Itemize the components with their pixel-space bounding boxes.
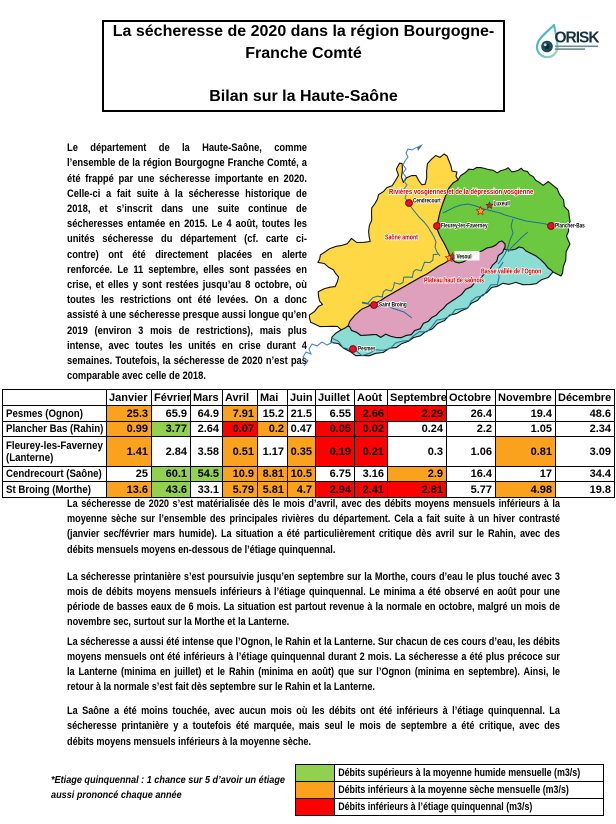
svg-text:Plateau haut de saônois: Plateau haut de saônois: [424, 277, 484, 285]
svg-text:Fleurey-les-Faverney: Fleurey-les-Faverney: [441, 223, 488, 230]
svg-text:Vesoul: Vesoul: [457, 254, 472, 261]
svg-text:Saône amont: Saône amont: [385, 234, 418, 242]
svg-text:Cendrecourt: Cendrecourt: [413, 198, 441, 205]
svg-text:Basse vallée de l’Ognon: Basse vallée de l’Ognon: [481, 268, 541, 276]
svg-text:Pesmes: Pesmes: [358, 346, 376, 353]
svg-text:ORISK: ORISK: [555, 30, 601, 47]
svg-text:Rivières vosgiennes et de la d: Rivières vosgiennes et de la dépression …: [389, 189, 534, 197]
svg-text:Luxeuil: Luxeuil: [494, 201, 511, 208]
svg-text:Saint Broing: Saint Broing: [379, 302, 407, 309]
svg-text:Plancher-Bas: Plancher-Bas: [555, 223, 585, 230]
